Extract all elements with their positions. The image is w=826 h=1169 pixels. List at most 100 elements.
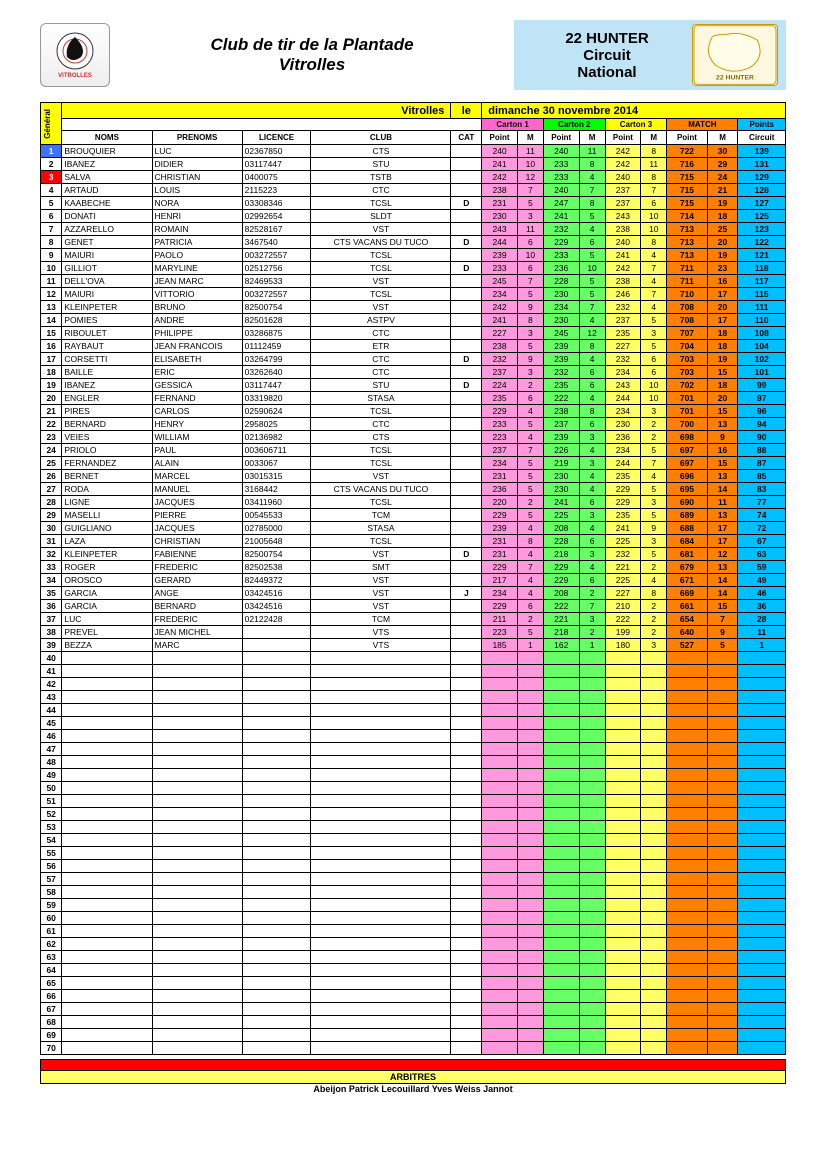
table-row: 49: [41, 769, 786, 782]
table-row: 45: [41, 717, 786, 730]
table-row: 9MAIURIPAOLO003272557TCSL239102335241471…: [41, 249, 786, 262]
table-row: 17CORSETTIELISABETH03264799CTCD232923942…: [41, 353, 786, 366]
table-row: 29MASELLIPIERRE00545533TCM22952253235568…: [41, 509, 786, 522]
table-row: 53: [41, 821, 786, 834]
table-row: 56: [41, 860, 786, 873]
footer-red-bar: [40, 1059, 786, 1071]
section-points: Points: [738, 119, 786, 131]
col-c1-point: Point: [482, 131, 518, 145]
table-row: 21PIRESCARLOS02590624TCSL229423882343701…: [41, 405, 786, 418]
event-line1: 22 HUNTER: [522, 30, 692, 47]
table-row: 65: [41, 977, 786, 990]
table-row: 7AZZARELLOROMAIN82528167VST2431123242381…: [41, 223, 786, 236]
table-row: 4ARTAUDLOUIS2115223CTC238724072377715211…: [41, 184, 786, 197]
club-line1: Club de tir de la Plantade: [120, 35, 504, 55]
title-row: Général Vitrolles le dimanche 30 novembr…: [41, 103, 786, 119]
col-c3-m: M: [641, 131, 667, 145]
table-row: 25FERNANDEZALAIN0033067TCSL2345219324476…: [41, 457, 786, 470]
table-row: 31LAZACHRISTIAN21005648TCSL2318228622536…: [41, 535, 786, 548]
footer: ARBITRES Abeijon Patrick Lecouillard Yve…: [40, 1059, 786, 1094]
results-table: Général Vitrolles le dimanche 30 novembr…: [40, 102, 786, 1055]
table-row: 13KLEINPETERBRUNO82500754VST242923472324…: [41, 301, 786, 314]
table-row: 46: [41, 730, 786, 743]
table-row: 19IBANEZGESSICA03117447STUD2242235624310…: [41, 379, 786, 392]
table-row: 38PREVELJEAN MICHELVTS223521821992640911: [41, 626, 786, 639]
table-row: 43: [41, 691, 786, 704]
table-row: 41: [41, 665, 786, 678]
col-prenoms: PRENOMS: [152, 131, 242, 145]
table-row: 12MAIURIVITTORIO003272557TCSL23452305246…: [41, 288, 786, 301]
table-row: 28LIGNEJACQUES03411960TCSL22022416229369…: [41, 496, 786, 509]
section-carton3: Carton 3: [605, 119, 667, 131]
general-label: Général: [43, 109, 52, 139]
col-c2-m: M: [579, 131, 605, 145]
table-row: 62: [41, 938, 786, 951]
table-row: 27RODAMANUEL3168442CTS VACANS DU TUCO236…: [41, 483, 786, 496]
table-row: 42: [41, 678, 786, 691]
table-row: 20ENGLERFERNAND03319820STASA235622242441…: [41, 392, 786, 405]
table-row: 48: [41, 756, 786, 769]
col-noms: NOMS: [62, 131, 152, 145]
event-line2: Circuit: [522, 47, 692, 64]
col-c2-point: Point: [543, 131, 579, 145]
table-row: 22BERNARDHENRY2958025CTC2335237623027001…: [41, 418, 786, 431]
table-row: 68: [41, 1016, 786, 1029]
table-row: 57: [41, 873, 786, 886]
columns-row: NOMS PRENOMS LICENCE CLUB CAT Point M Po…: [41, 131, 786, 145]
section-match: MATCH: [667, 119, 738, 131]
table-row: 18BAILLEERIC03262640CTC23732326234670315…: [41, 366, 786, 379]
table-row: 6DONATIHENRI02992654SLDT2303241524310714…: [41, 210, 786, 223]
table-row: 58: [41, 886, 786, 899]
table-row: 34OROSCOGERARD82449372VST217422962254671…: [41, 574, 786, 587]
event-box: 22 HUNTER Circuit National 22 HUNTER: [514, 20, 786, 90]
title-le: le: [451, 103, 482, 119]
section-carton1: Carton 1: [482, 119, 544, 131]
table-row: 60: [41, 912, 786, 925]
col-cat: CAT: [451, 131, 482, 145]
table-row: 32KLEINPETERFABIENNE82500754VSTD23142183…: [41, 548, 786, 561]
table-row: 10GILLIOTMARYLINE02512756TCSLD2336236102…: [41, 262, 786, 275]
footer-names: Abeijon Patrick Lecouillard Yves Weiss J…: [40, 1084, 786, 1094]
table-row: 37LUCFREDERIC02122428TCM2112221322226547…: [41, 613, 786, 626]
table-row: 40: [41, 652, 786, 665]
table-row: 59: [41, 899, 786, 912]
title-location: Vitrolles: [62, 103, 451, 119]
table-row: 33ROGERFREDERIC82502538SMT22972294221267…: [41, 561, 786, 574]
col-match-point: Point: [667, 131, 707, 145]
table-row: 70: [41, 1042, 786, 1055]
col-circuit: Circuit: [738, 131, 786, 145]
table-row: 55: [41, 847, 786, 860]
svg-text:VITROLLES: VITROLLES: [58, 73, 92, 79]
table-row: 16RAYBAUTJEAN FRANCOIS01112459ETR2385239…: [41, 340, 786, 353]
table-row: 8GENETPATRICIA3467540CTS VACANS DU TUCOD…: [41, 236, 786, 249]
title-date: dimanche 30 novembre 2014: [482, 103, 786, 119]
table-row: 3SALVACHRISTIAN0400075TSTB24212233424087…: [41, 171, 786, 184]
table-row: 52: [41, 808, 786, 821]
table-row: 50: [41, 782, 786, 795]
table-row: 44: [41, 704, 786, 717]
col-licence: LICENCE: [242, 131, 311, 145]
col-c1-m: M: [517, 131, 543, 145]
table-row: 2IBANEZDIDIER03117447STU2411023382421171…: [41, 158, 786, 171]
table-row: 36GARCIABERNARD03424516VST22962227210266…: [41, 600, 786, 613]
club-line2: Vitrolles: [120, 55, 504, 75]
table-row: 26BERNETMARCEL03015315VST231523042354696…: [41, 470, 786, 483]
table-row: 14POMIESANDRE82501628ASTPV24182304237570…: [41, 314, 786, 327]
table-row: 24PRIOLOPAUL003606711TCSL237722642345697…: [41, 444, 786, 457]
col-c3-point: Point: [605, 131, 641, 145]
page-header: VITROLLES Club de tir de la Plantade Vit…: [40, 20, 786, 90]
section-row: Carton 1 Carton 2 Carton 3 MATCH Points: [41, 119, 786, 131]
table-row: 5KAABECHENORA03308346TCSLD23152478237671…: [41, 197, 786, 210]
section-carton2: Carton 2: [543, 119, 605, 131]
club-title: Club de tir de la Plantade Vitrolles: [120, 35, 504, 75]
table-row: 30GUIGLIANOJACQUES02785000STASA239420842…: [41, 522, 786, 535]
col-match-m: M: [707, 131, 738, 145]
table-row: 15RIBOULETPHILIPPE03286875CTC22732451223…: [41, 327, 786, 340]
table-row: 63: [41, 951, 786, 964]
table-row: 69: [41, 1029, 786, 1042]
table-row: 35GARCIAANGE03424516VSTJ2344208222786691…: [41, 587, 786, 600]
table-row: 54: [41, 834, 786, 847]
col-club: CLUB: [311, 131, 451, 145]
event-logo: 22 HUNTER: [692, 24, 778, 86]
club-logo: VITROLLES: [40, 23, 110, 87]
